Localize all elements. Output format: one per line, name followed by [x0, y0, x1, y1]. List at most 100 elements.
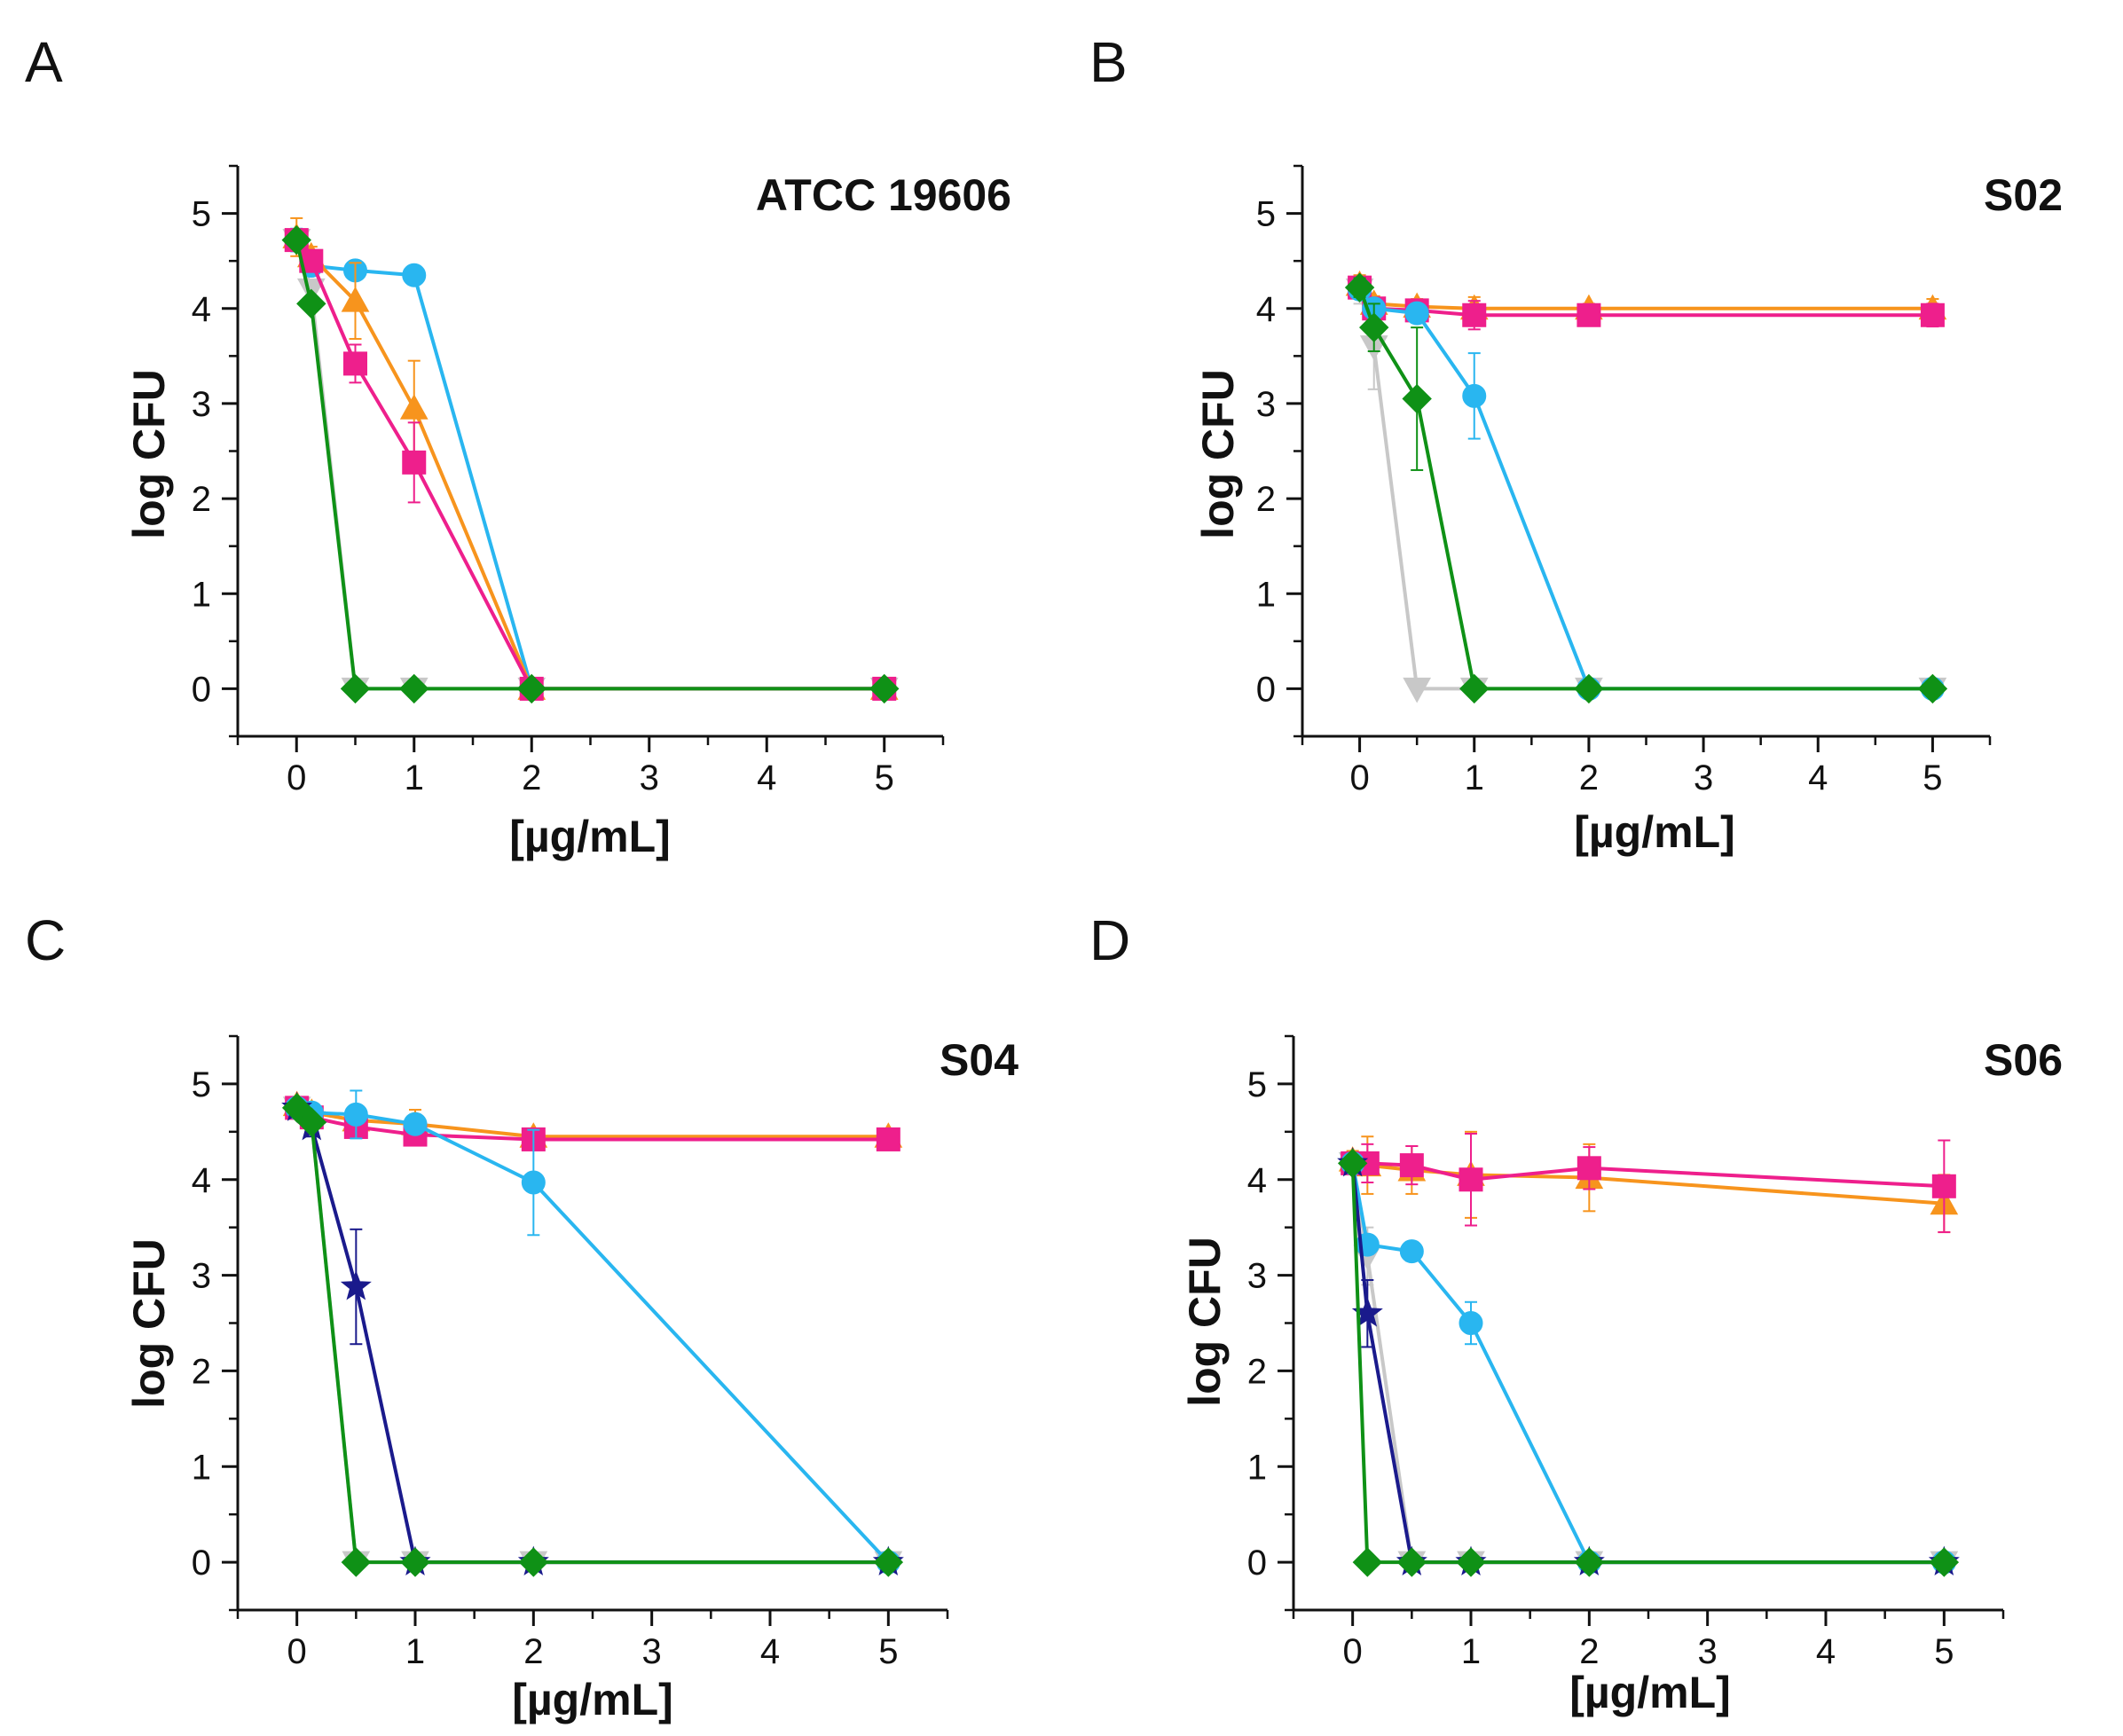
data-point-green: [1929, 1547, 1960, 1577]
y-tick-label: 5: [1256, 195, 1276, 234]
y-tick-label: 2: [1256, 480, 1276, 519]
series-line: [1350, 1163, 1945, 1565]
panel-d: D 0 1 2 3 4 5 0 1 2 3 4 5 S06 [µg/mL] log CFU: [1089, 908, 2063, 1717]
data-point-green: [1402, 383, 1432, 414]
panel-title-a: ATCC 19606: [756, 170, 1011, 220]
x-tick-label: 5: [1934, 1632, 1954, 1671]
data-point-magenta: [1577, 1156, 1601, 1181]
data-point-cyan: [1404, 301, 1429, 326]
x-tick-label: 1: [1461, 1632, 1481, 1671]
panel-c: C 0 1 2 3 4 5 0 1 2 3 4 5 S04 [µg/mL] log CFU: [25, 908, 1018, 1724]
series-line: [1357, 288, 1933, 691]
panel-a: A 0 1 2 3 4 5 0 1 2 3 4 5 ATCC 19606 [µg/mL] log CF…: [25, 30, 1011, 861]
y-tick-label: 1: [192, 575, 211, 614]
data-point-orange: [399, 394, 429, 420]
y-tick-label: 0: [192, 670, 211, 709]
y-tick-label: 1: [1256, 575, 1276, 614]
series-magenta-a: [284, 228, 897, 701]
x-tick-label: 1: [405, 1632, 425, 1671]
series-line: [1357, 287, 1933, 318]
y-tick-label: 3: [1256, 385, 1276, 424]
data-point-green: [1917, 673, 1948, 704]
x-tick-label: 1: [1465, 758, 1484, 797]
x-axis-label-d: [µg/mL]: [1569, 1668, 1731, 1717]
x-tick-label: 2: [522, 758, 541, 797]
y-tick-label: 2: [1247, 1352, 1267, 1391]
data-point-green: [281, 1093, 312, 1123]
data-point-magenta: [1459, 1167, 1483, 1192]
data-point-green: [399, 673, 429, 704]
series-line: [295, 239, 885, 691]
series-line: [1350, 1163, 1945, 1565]
x-tick-label: 2: [1579, 1632, 1599, 1671]
x-tick-label: 3: [642, 1632, 662, 1671]
y-tick-label: 4: [192, 1161, 211, 1200]
panel-title-c: S04: [940, 1035, 1018, 1085]
x-axis-label-a: [µg/mL]: [509, 812, 671, 861]
y-tick-label: 1: [192, 1448, 211, 1487]
y-tick-label: 5: [192, 195, 211, 234]
x-axis-label-b: [µg/mL]: [1574, 807, 1735, 857]
x-tick-label: 4: [757, 758, 776, 797]
data-point-cyan: [343, 1102, 368, 1127]
series-navy-d: [1337, 1146, 1960, 1575]
data-point-magenta: [876, 1127, 900, 1151]
x-axis-label-c: [µg/mL]: [512, 1675, 673, 1724]
y-tick-label: 2: [192, 1352, 211, 1391]
panel-title-d: S06: [1984, 1035, 2063, 1085]
data-point-gray: [1403, 677, 1432, 703]
plot-area-a: 0 1 2 3 4 5 0 1 2 3 4 5: [192, 164, 945, 797]
series-magenta-c: [285, 1096, 900, 1151]
y-tick-label: 1: [1247, 1448, 1267, 1487]
data-point-cyan: [1399, 1239, 1424, 1264]
series-line: [296, 1105, 890, 1564]
y-tick-label: 0: [1256, 670, 1276, 709]
data-point-green: [296, 288, 326, 319]
panel-letter-c: C: [25, 908, 66, 972]
y-tick-label: 3: [192, 385, 211, 424]
data-point-magenta: [1462, 302, 1487, 327]
data-point-magenta: [343, 351, 367, 376]
series-green-c: [281, 1093, 904, 1577]
data-point-green: [516, 673, 546, 704]
y-tick-label: 3: [1247, 1257, 1267, 1296]
data-point-green: [873, 1547, 904, 1577]
series-cyan-a: [284, 227, 897, 701]
y-tick-label: 5: [192, 1065, 211, 1104]
x-tick-label: 4: [760, 1632, 780, 1671]
x-tick-label: 0: [287, 1632, 307, 1671]
y-axis-label-b: log CFU: [1193, 369, 1243, 539]
data-point-magenta: [402, 450, 427, 475]
x-tick-label: 2: [1579, 758, 1599, 797]
series-line: [1357, 288, 1933, 691]
y-tick-label: 2: [192, 480, 211, 519]
data-point-cyan: [521, 1170, 546, 1195]
series-gray-a: [282, 229, 899, 703]
y-tick-label: 4: [192, 290, 211, 329]
x-tick-label: 3: [640, 758, 659, 797]
series-line: [295, 1106, 889, 1565]
y-tick-label: 4: [1256, 290, 1276, 329]
x-tick-label: 3: [1694, 758, 1713, 797]
series-gray-c: [282, 1096, 903, 1577]
x-tick-label: 1: [405, 758, 424, 797]
y-axis-label-d: log CFU: [1180, 1237, 1230, 1407]
x-tick-label: 4: [1816, 1632, 1836, 1671]
series-line: [295, 1106, 889, 1565]
x-tick-label: 5: [878, 1632, 898, 1671]
y-tick-label: 0: [192, 1544, 211, 1583]
series-cyan-c: [285, 1089, 900, 1575]
y-tick-label: 3: [192, 1257, 211, 1296]
panel-b: B 0 1 2 3 4 5 0 1 2 3 4 5 S02 [µg/mL] log CFU: [1089, 30, 2063, 857]
series-green-d: [1337, 1148, 1960, 1577]
series-green-a: [281, 224, 900, 704]
series-orange-a: [282, 216, 899, 700]
data-point-green: [1396, 1547, 1427, 1577]
plot-area-d: 0 1 2 3 4 5 0 1 2 3 4 5: [1247, 1034, 2005, 1671]
y-axis-label-a: log CFU: [124, 369, 174, 539]
data-point-green: [341, 1547, 372, 1577]
panel-letter-a: A: [25, 30, 63, 94]
data-point-green: [1337, 1148, 1368, 1179]
data-point-green: [1344, 272, 1375, 302]
